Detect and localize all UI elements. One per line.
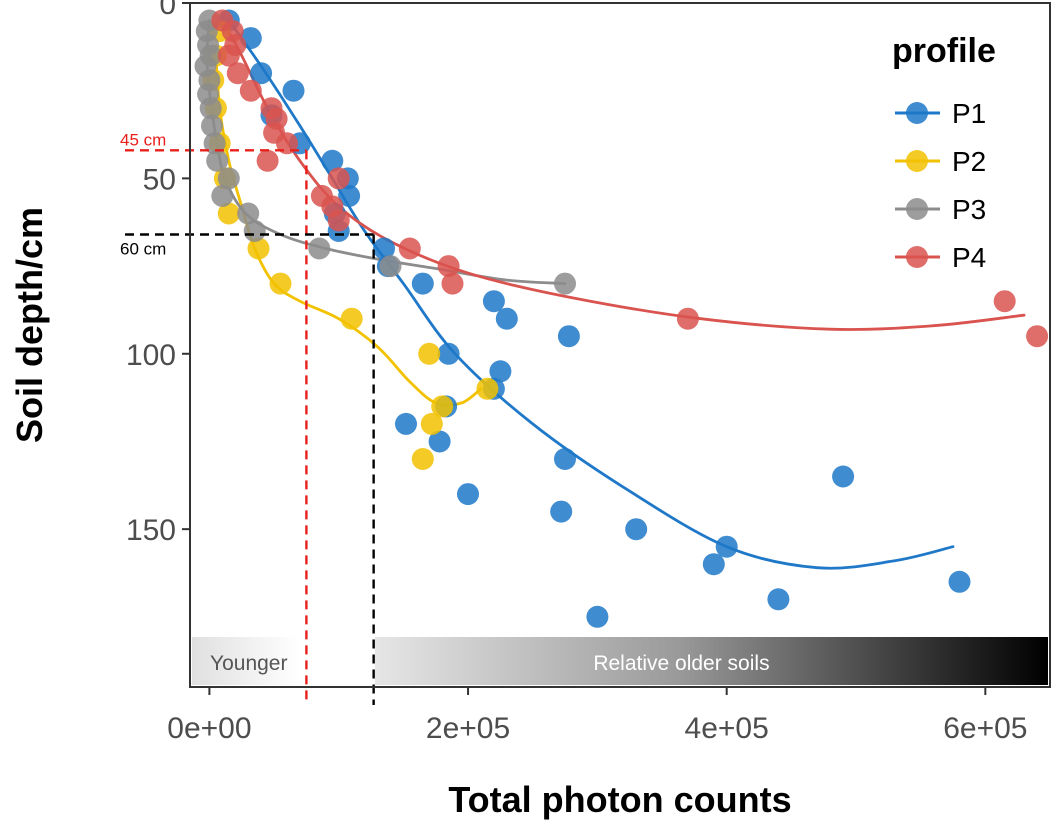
data-point-p1-13 — [411, 272, 434, 295]
data-point-p3-13 — [237, 202, 260, 225]
data-point-p1-27 — [715, 535, 738, 558]
legend-title: profile — [892, 32, 996, 70]
data-point-p4-20 — [1026, 325, 1049, 348]
x-tick-label-1: 2e+05 — [426, 712, 510, 745]
data-point-p1-21 — [395, 412, 417, 435]
data-point-p1-26 — [625, 518, 648, 541]
data-point-p1-11 — [373, 237, 395, 260]
data-point-p3-17 — [554, 272, 576, 295]
data-point-p4-4 — [226, 62, 249, 85]
data-point-p4-5 — [239, 79, 262, 102]
legend-label-p3: P3 — [952, 194, 986, 225]
y-tick-label-3: 150 — [126, 514, 176, 547]
data-point-p4-10 — [256, 149, 279, 172]
data-point-p4-11 — [327, 167, 350, 190]
data-point-p4-14 — [327, 209, 350, 232]
x-axis-title: Total photon counts — [448, 779, 791, 820]
data-point-p2-10 — [418, 342, 441, 365]
data-point-p3-16 — [379, 255, 402, 278]
data-point-p1-31 — [586, 605, 609, 628]
data-point-p2-11 — [476, 377, 499, 400]
ref-label-1: 60 cm — [120, 240, 166, 259]
data-point-p3-15 — [308, 237, 331, 260]
data-point-p4-9 — [276, 132, 298, 155]
data-point-p1-22 — [428, 430, 451, 453]
y-tick-label-1: 50 — [143, 163, 176, 196]
data-point-p1-3 — [282, 79, 305, 102]
data-point-p1-14 — [482, 290, 505, 313]
age-band-1 — [374, 637, 1048, 685]
age-band-0 — [192, 637, 300, 685]
data-point-p2-7 — [247, 237, 270, 260]
data-point-p1-16 — [557, 325, 580, 348]
data-point-p3-7 — [199, 97, 222, 120]
data-point-p2-6 — [217, 202, 240, 225]
data-point-p4-3 — [217, 44, 240, 67]
data-point-p1-6 — [321, 149, 344, 172]
legend-marker-p4 — [906, 246, 928, 268]
y-tick-label-2: 100 — [126, 339, 176, 372]
data-point-p1-23 — [554, 448, 576, 470]
data-point-p1-8 — [338, 184, 361, 207]
data-point-p1-28 — [702, 553, 725, 576]
data-point-p2-12 — [431, 395, 454, 418]
legend-label-p1: P1 — [952, 98, 986, 129]
data-point-p4-18 — [676, 307, 699, 330]
data-point-p1-2 — [250, 62, 273, 85]
data-point-p3-12 — [211, 184, 234, 207]
legend-marker-p2 — [906, 150, 928, 172]
data-point-p4-16 — [437, 255, 460, 278]
data-point-p2-8 — [269, 272, 292, 295]
y-tick-label-0: 0 — [159, 0, 176, 21]
data-point-p3-9 — [203, 132, 226, 155]
data-point-p1-30 — [767, 588, 790, 611]
data-point-p1-15 — [495, 307, 518, 330]
legend-marker-p3 — [906, 198, 928, 220]
legend-label-p2: P2 — [952, 146, 986, 177]
data-point-p1-29 — [948, 570, 971, 593]
data-point-p2-13 — [420, 412, 443, 435]
data-point-p3-8 — [201, 114, 223, 137]
data-point-p4-15 — [398, 237, 421, 260]
data-point-p2-14 — [411, 448, 434, 470]
plot-panel-border — [189, 2, 1051, 688]
x-tick-label-2: 4e+05 — [685, 712, 769, 745]
x-tick-label-0: 0e+00 — [167, 712, 251, 745]
data-point-p4-17 — [441, 272, 464, 295]
x-tick-label-3: 6e+05 — [943, 712, 1027, 745]
y-axis-title: Soil depth/cm — [9, 207, 50, 443]
trend-line-p1 — [227, 19, 955, 570]
data-point-p2-9 — [340, 307, 363, 330]
data-point-p4-19 — [993, 290, 1016, 313]
data-point-p3-14 — [243, 220, 266, 242]
data-point-p3-10 — [206, 149, 229, 172]
data-point-p1-18 — [489, 360, 512, 383]
data-point-p1-24 — [457, 483, 479, 506]
legend-marker-p1 — [906, 102, 928, 124]
data-point-p1-17 — [437, 342, 460, 365]
legend-label-p4: P4 — [952, 242, 986, 273]
data-point-p1-32 — [832, 465, 855, 488]
data-point-p3-11 — [217, 167, 240, 190]
age-band-label-1: Relative older soils — [593, 652, 769, 675]
ref-label-0: 45 cm — [120, 130, 166, 149]
age-band-label-0: Younger — [210, 652, 287, 675]
data-point-p1-25 — [550, 500, 573, 523]
